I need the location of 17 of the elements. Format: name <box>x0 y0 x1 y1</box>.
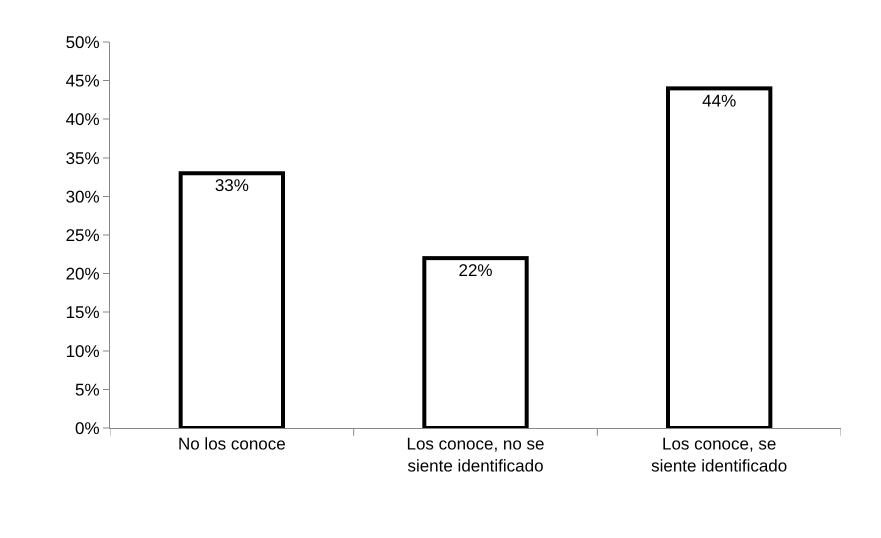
y-tick-label: 40% <box>66 110 100 130</box>
y-tick-label: 5% <box>75 380 100 400</box>
data-label: 44% <box>702 91 736 110</box>
y-tick-label: 30% <box>66 187 100 206</box>
y-tick-label: 35% <box>66 148 100 168</box>
y-tick-label: 50% <box>66 32 100 52</box>
y-tick-label: 0% <box>75 418 100 438</box>
data-label: 33% <box>214 176 249 196</box>
x-tick-label: Los conoce, se siente identificado <box>651 434 788 476</box>
y-tick-label: 20% <box>66 264 100 284</box>
x-tick-label: No los conoce <box>178 434 286 454</box>
y-tick-label: 25% <box>66 226 100 245</box>
x-tick-label: Los conoce, no se siente identificado <box>406 434 544 476</box>
y-tick-label: 10% <box>66 342 100 361</box>
data-label: 22% <box>458 261 493 280</box>
y-tick-label: 15% <box>66 303 100 322</box>
y-tick-label: 45% <box>66 72 100 91</box>
